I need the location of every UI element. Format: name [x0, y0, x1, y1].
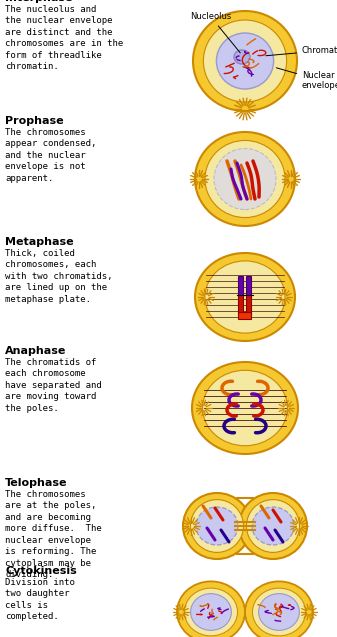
Ellipse shape	[234, 50, 250, 64]
Text: The chromatids of
each chromosome
have separated and
are moving toward
the poles: The chromatids of each chromosome have s…	[5, 358, 102, 413]
Text: Anaphase: Anaphase	[5, 346, 66, 356]
Ellipse shape	[193, 11, 297, 111]
Ellipse shape	[205, 141, 285, 218]
Ellipse shape	[216, 33, 274, 89]
Ellipse shape	[184, 588, 238, 636]
Text: Division into
two daughter
cells is
completed.: Division into two daughter cells is comp…	[5, 578, 75, 621]
Text: The nucleolus and
the nuclear envelope
are distinct and the
chromosomes are in t: The nucleolus and the nuclear envelope a…	[5, 5, 123, 71]
Ellipse shape	[177, 582, 245, 637]
Text: Chromatin: Chromatin	[266, 46, 337, 56]
Text: Thick, coiled
chromosomes, each
with two chromatids,
are lined up on the
metapha: Thick, coiled chromosomes, each with two…	[5, 249, 113, 304]
Ellipse shape	[196, 507, 238, 545]
Text: Nuclear
envelope: Nuclear envelope	[276, 68, 337, 90]
Ellipse shape	[258, 594, 299, 631]
Ellipse shape	[205, 261, 285, 333]
Ellipse shape	[214, 148, 276, 210]
FancyBboxPatch shape	[239, 313, 251, 320]
Ellipse shape	[246, 499, 300, 552]
Text: The chromosomes
appear condensed,
and the nuclear
envelope is not
apparent.: The chromosomes appear condensed, and th…	[5, 128, 96, 183]
Ellipse shape	[245, 582, 313, 637]
Ellipse shape	[195, 253, 295, 341]
Ellipse shape	[239, 493, 307, 559]
Text: Nucleolus: Nucleolus	[190, 12, 240, 53]
Ellipse shape	[183, 493, 251, 559]
Ellipse shape	[252, 507, 294, 545]
Ellipse shape	[192, 362, 298, 454]
Text: Prophase: Prophase	[5, 116, 64, 126]
Ellipse shape	[191, 594, 232, 631]
FancyBboxPatch shape	[239, 276, 244, 296]
Ellipse shape	[195, 132, 295, 226]
FancyBboxPatch shape	[246, 276, 251, 296]
Ellipse shape	[203, 370, 287, 446]
Ellipse shape	[252, 588, 306, 636]
Text: Telophase: Telophase	[5, 478, 67, 488]
Text: The chromosomes
are at the poles,
and are becoming
more diffuse.  The
nuclear en: The chromosomes are at the poles, and ar…	[5, 490, 102, 579]
FancyBboxPatch shape	[246, 292, 251, 315]
Text: Metaphase: Metaphase	[5, 237, 73, 247]
FancyBboxPatch shape	[239, 292, 244, 315]
Ellipse shape	[204, 20, 286, 102]
Ellipse shape	[190, 499, 244, 552]
FancyBboxPatch shape	[233, 491, 257, 561]
Text: Interphase: Interphase	[5, 0, 72, 3]
Text: Cytokinesis: Cytokinesis	[5, 566, 77, 576]
